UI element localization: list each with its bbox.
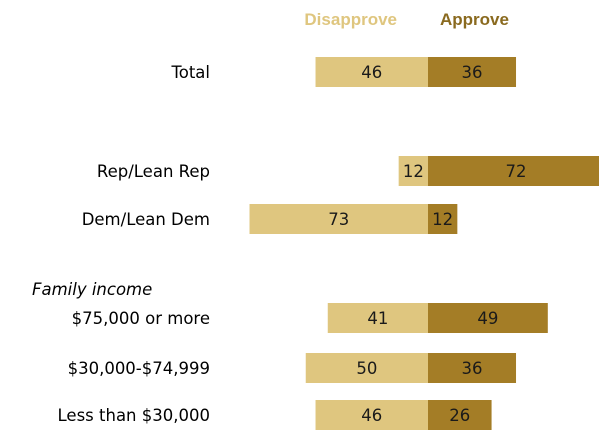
value-approve-less-than-30-000: 26 [449, 406, 470, 425]
value-approve-75-000-or-more: 49 [477, 309, 498, 328]
category-label-total: Total [170, 63, 210, 82]
value-disapprove-rep-lean-rep: 12 [403, 162, 424, 181]
bar-approve-dem-lean-dem [428, 204, 458, 234]
value-disapprove-30-000-74-999: 50 [356, 359, 377, 378]
bar-disapprove-dem-lean-dem [249, 204, 428, 234]
value-disapprove-less-than-30-000: 46 [361, 406, 382, 425]
bar-approve-75-000-or-more [428, 303, 548, 333]
value-disapprove-total: 46 [361, 63, 382, 82]
bar-disapprove-less-than-30-000 [315, 400, 428, 430]
bar-disapprove-rep-lean-rep [398, 156, 428, 186]
value-approve-total: 36 [462, 63, 483, 82]
category-label-rep-lean-rep: Rep/Lean Rep [97, 162, 210, 181]
legend-approve: Approve [440, 10, 509, 29]
bar-disapprove-75-000-or-more [327, 303, 428, 333]
bar-disapprove-30-000-74-999 [305, 353, 428, 383]
category-label-less-than-30-000: Less than $30,000 [58, 406, 210, 425]
value-approve-rep-lean-rep: 72 [506, 162, 527, 181]
category-label-dem-lean-dem: Dem/Lean Dem [82, 210, 210, 229]
group-label-family-income: Family income [32, 280, 152, 299]
bars-group: Total 46 36 Rep/Lean Rep 12 72 Dem/Lean Dem 73 1… [58, 57, 599, 430]
value-disapprove-75-000-or-more: 41 [367, 309, 388, 328]
category-label-30-000-74-999: $30,000-$74,999 [68, 359, 210, 378]
value-disapprove-dem-lean-dem: 73 [328, 210, 349, 229]
bar-approve-total [428, 57, 517, 87]
value-approve-30-000-74-999: 36 [462, 359, 483, 378]
value-approve-dem-lean-dem: 12 [432, 210, 453, 229]
legend-disapprove: Disapprove [304, 10, 397, 29]
bar-approve-30-000-74-999 [428, 353, 517, 383]
category-label-75-000-or-more: $75,000 or more [72, 309, 210, 328]
bar-approve-less-than-30-000 [428, 400, 492, 430]
bar-disapprove-total [315, 57, 428, 87]
bar-approve-rep-lean-rep [428, 156, 599, 186]
